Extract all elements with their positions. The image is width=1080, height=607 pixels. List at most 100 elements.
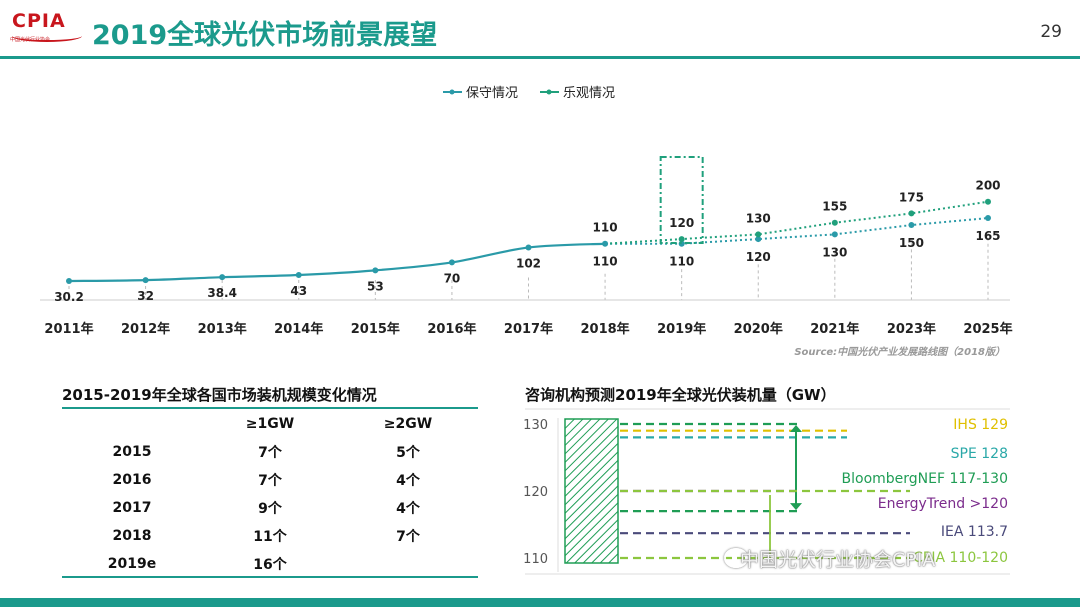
data-label-optimistic: 155 — [822, 200, 847, 214]
forecast-label: IEA 113.7 — [941, 524, 1008, 540]
x-tick-label: 2018年 — [580, 321, 629, 337]
forecast-label: EnergyTrend >120 — [878, 496, 1008, 512]
table-cell: 4个 — [396, 473, 420, 489]
data-point-conservative — [66, 278, 72, 284]
data-label: 70 — [444, 271, 461, 285]
legend-marker-optimistic — [546, 89, 552, 95]
data-point-conservative — [755, 236, 762, 243]
table-top-rule — [62, 407, 478, 409]
table-bottom-rule — [62, 576, 478, 578]
series-line-optimistic — [605, 200, 989, 245]
market-table: 2015-2019年全球各国市场装机规模变化情况 ≥1GW ≥2GW 2015 7… — [62, 380, 478, 580]
table-cell: 4个 — [396, 501, 420, 517]
data-point-conservative — [831, 231, 838, 238]
forecast-label: IHS 129 — [953, 417, 1008, 433]
data-point-conservative — [142, 277, 149, 284]
x-tick-label: 2013年 — [198, 321, 247, 337]
series-line-conservative — [605, 217, 989, 245]
table-cell: 5个 — [396, 445, 420, 461]
data-label-conservative: 120 — [746, 250, 771, 264]
table-header-row: ≥1GW ≥2GW — [62, 410, 478, 438]
table-cell: 7个 — [396, 529, 420, 545]
data-point-conservative — [448, 259, 455, 266]
data-label: 43 — [290, 284, 307, 298]
forecast-panel-title: 咨询机构预测2019年全球光伏装机量（GW） — [525, 386, 836, 404]
panel-y-tick: 120 — [523, 485, 548, 500]
page-number: 29 — [1040, 22, 1062, 42]
cpia-logo: CPIA 中国光伏行业协会 — [8, 8, 86, 50]
data-table: ≥1GW ≥2GW 2015 7个 5个 2016 7个 4个 2017 9个 4个 201… — [62, 410, 478, 578]
legend-label-conservative: 保守情况 — [466, 86, 518, 101]
data-label: 53 — [367, 279, 384, 293]
table-cell: 16个 — [253, 557, 287, 573]
x-tick-label: 2017年 — [504, 321, 553, 337]
footer-bar — [0, 598, 1080, 607]
data-point-conservative — [602, 240, 609, 247]
data-label-optimistic: 110 — [593, 221, 618, 235]
data-point-optimistic — [985, 198, 991, 205]
data-point-optimistic — [908, 210, 915, 217]
data-label-optimistic: 175 — [899, 190, 924, 204]
table-cell: 2016 — [112, 472, 152, 488]
data-label-optimistic: 200 — [975, 179, 1000, 193]
data-label: 110 — [593, 255, 618, 269]
highlight-box-2019 — [659, 156, 704, 244]
data-point-conservative — [295, 272, 302, 279]
table-row: 2015 7个 5个 — [62, 438, 478, 466]
data-label: 38.4 — [207, 286, 237, 300]
table-row: 2017 9个 4个 — [62, 494, 478, 522]
data-point-optimistic — [755, 231, 762, 238]
table-cell: 9个 — [258, 501, 282, 517]
legend-marker-conservative — [449, 89, 455, 95]
data-label-conservative: 165 — [975, 229, 1000, 243]
panel-y-tick: 110 — [523, 552, 548, 567]
table-row: 2018 11个 7个 — [62, 522, 478, 550]
table-header-cell: ≥1GW — [245, 416, 295, 432]
data-label-conservative: 130 — [822, 245, 847, 259]
data-label: 30.2 — [54, 290, 84, 304]
x-tick-label: 2019年 — [657, 321, 706, 337]
table-cell: 11个 — [253, 529, 287, 545]
table-header-cell: ≥2GW — [383, 416, 433, 432]
table-cell — [338, 550, 478, 578]
forecast-label: CPIA 110-120 — [913, 550, 1008, 566]
data-point-conservative — [372, 267, 379, 274]
x-tick-label: 2020年 — [734, 321, 783, 337]
legend-label-optimistic: 乐观情况 — [563, 86, 615, 101]
x-tick-label: 2014年 — [274, 321, 323, 337]
data-point-conservative — [908, 222, 915, 229]
header-divider — [0, 56, 1080, 59]
table-cell: 7个 — [258, 445, 282, 461]
forecast-range-bar — [564, 418, 619, 564]
panel-y-tick: 130 — [523, 418, 548, 433]
series-line-historical — [68, 242, 606, 283]
x-tick-label: 2011年 — [44, 321, 93, 337]
x-tick-label: 2015年 — [351, 321, 400, 337]
data-point-conservative — [985, 215, 991, 222]
wechat-icon — [724, 548, 748, 568]
arrow-head-down — [790, 503, 802, 511]
data-point-optimistic — [678, 236, 685, 243]
watermark: 中国光伏行业协会CPIA — [740, 549, 936, 571]
x-tick-label: 2012年 — [121, 321, 170, 337]
x-tick-label: 2023年 — [887, 321, 936, 337]
arrow-head-up — [790, 425, 802, 432]
table-row: 2016 7个 4个 — [62, 466, 478, 494]
data-label-conservative: 110 — [669, 255, 694, 269]
data-label: 102 — [516, 256, 541, 270]
table-cell: 7个 — [258, 473, 282, 489]
data-label-conservative: 150 — [899, 236, 924, 250]
x-tick-label: 2016年 — [427, 321, 476, 337]
data-label-optimistic: 120 — [669, 216, 694, 230]
x-tick-label: 2025年 — [963, 321, 1012, 337]
data-label-optimistic: 130 — [746, 211, 771, 225]
table-cell: 2018 — [112, 528, 152, 544]
forecast-label: BloombergNEF 117-130 — [842, 471, 1008, 487]
table-cell: 2019e — [107, 556, 157, 572]
logo-text: CPIA — [12, 10, 66, 32]
logo-subtitle: 中国光伏行业协会 — [10, 37, 51, 43]
table-cell: 2015 — [112, 444, 152, 460]
data-point-conservative — [219, 274, 226, 281]
data-point-conservative — [525, 244, 532, 251]
